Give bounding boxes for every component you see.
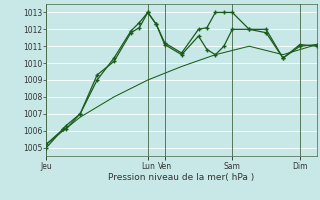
X-axis label: Pression niveau de la mer( hPa ): Pression niveau de la mer( hPa )	[108, 173, 255, 182]
